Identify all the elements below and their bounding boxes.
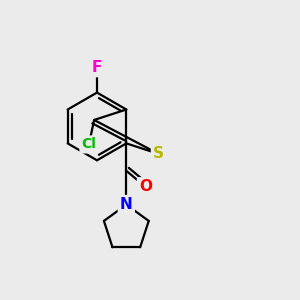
Text: Cl: Cl [82, 137, 96, 152]
Text: O: O [139, 179, 152, 194]
Text: N: N [120, 197, 133, 212]
Text: S: S [153, 146, 164, 161]
Text: F: F [92, 60, 102, 75]
